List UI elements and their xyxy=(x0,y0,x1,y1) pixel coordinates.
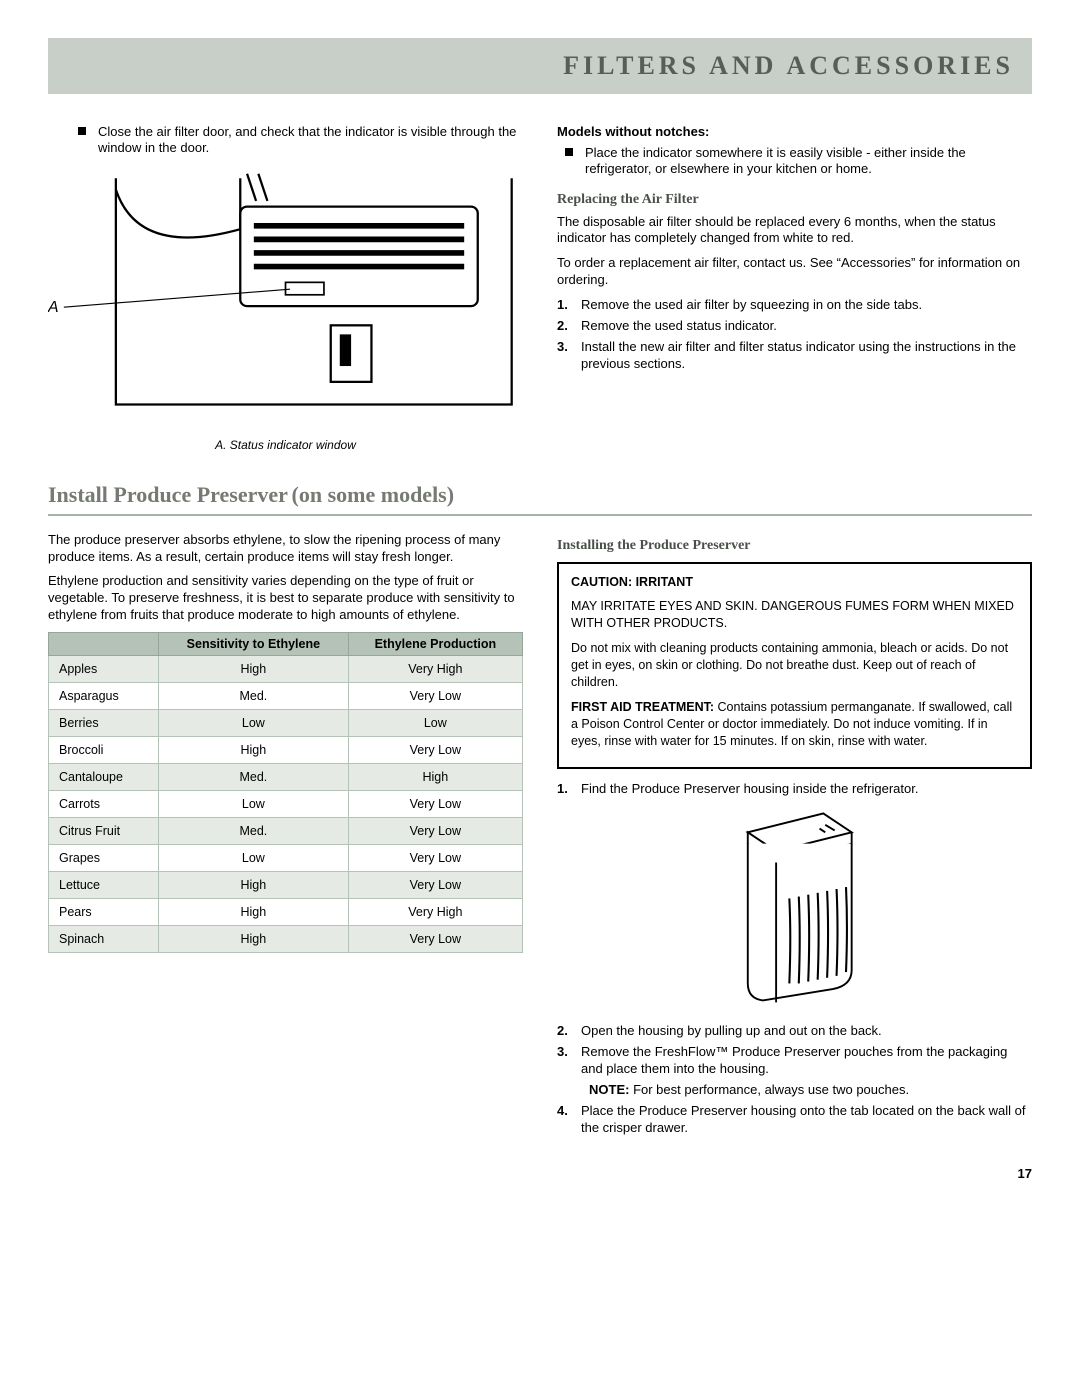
th-production: Ethylene Production xyxy=(348,633,522,656)
section-install-preserver-title-row: Install Produce Preserver (on some model… xyxy=(48,482,1032,516)
header-bar: FILTERS AND ACCESSORIES xyxy=(48,38,1032,94)
cell-production: Very Low xyxy=(348,791,522,818)
preserver-p2: Ethylene production and sensitivity vari… xyxy=(48,573,523,624)
install-step-2: 2.Open the housing by pulling up and out… xyxy=(557,1023,1032,1040)
cell-produce: Grapes xyxy=(49,845,159,872)
diagram-label-a: A xyxy=(48,298,59,315)
section-title-main: Install Produce Preserver xyxy=(48,482,288,507)
cell-sensitivity: High xyxy=(159,926,349,953)
cell-production: High xyxy=(348,764,522,791)
install-note: NOTE: For best performance, always use t… xyxy=(557,1082,1032,1099)
table-row: BroccoliHighVery Low xyxy=(49,737,523,764)
cell-production: Very High xyxy=(348,656,522,683)
cell-production: Low xyxy=(348,710,522,737)
cell-production: Very Low xyxy=(348,818,522,845)
preserver-housing-diagram xyxy=(557,804,1032,1015)
section2-body: The produce preserver absorbs ethylene, … xyxy=(48,532,1032,1141)
cell-produce: Carrots xyxy=(49,791,159,818)
th-blank xyxy=(49,633,159,656)
install-step-1: 1.Find the Produce Preserver housing ins… xyxy=(557,781,1032,798)
table-row: ApplesHighVery High xyxy=(49,656,523,683)
cell-sensitivity: Med. xyxy=(159,764,349,791)
top-right-col: Models without notches: Place the indica… xyxy=(557,124,1032,452)
cell-production: Very Low xyxy=(348,683,522,710)
cell-produce: Citrus Fruit xyxy=(49,818,159,845)
cell-sensitivity: High xyxy=(159,737,349,764)
diagram-caption: A. Status indicator window xyxy=(48,438,523,452)
replace-step-3: 3.Install the new air filter and filter … xyxy=(557,339,1032,373)
install-step-4: 4.Place the Produce Preserver housing on… xyxy=(557,1103,1032,1137)
cell-produce: Broccoli xyxy=(49,737,159,764)
cell-sensitivity: Low xyxy=(159,791,349,818)
bullet-close-door: Close the air filter door, and check tha… xyxy=(48,124,523,157)
section2-right: Installing the Produce Preserver CAUTION… xyxy=(557,532,1032,1141)
caution-title: CAUTION: IRRITANT xyxy=(571,575,693,589)
cell-produce: Cantaloupe xyxy=(49,764,159,791)
bullet-text: Place the indicator somewhere it is easi… xyxy=(585,145,1032,178)
replace-step-1: 1.Remove the used air filter by squeezin… xyxy=(557,297,1032,314)
cell-sensitivity: High xyxy=(159,872,349,899)
replacing-p1: The disposable air filter should be repl… xyxy=(557,214,1032,248)
section2-left: The produce preserver absorbs ethylene, … xyxy=(48,532,523,1141)
cell-produce: Asparagus xyxy=(49,683,159,710)
table-row: GrapesLowVery Low xyxy=(49,845,523,872)
table-row: CarrotsLowVery Low xyxy=(49,791,523,818)
table-row: PearsHighVery High xyxy=(49,899,523,926)
cell-produce: Apples xyxy=(49,656,159,683)
page-number: 17 xyxy=(48,1166,1032,1181)
preserver-p1: The produce preserver absorbs ethylene, … xyxy=(48,532,523,566)
table-body: ApplesHighVery HighAsparagusMed.Very Low… xyxy=(49,656,523,953)
table-head: Sensitivity to Ethylene Ethylene Product… xyxy=(49,633,523,656)
top-section: Close the air filter door, and check tha… xyxy=(48,124,1032,452)
cell-production: Very Low xyxy=(348,872,522,899)
th-sensitivity: Sensitivity to Ethylene xyxy=(159,633,349,656)
table-row: SpinachHighVery Low xyxy=(49,926,523,953)
ethylene-table: Sensitivity to Ethylene Ethylene Product… xyxy=(48,632,523,953)
cell-sensitivity: Med. xyxy=(159,818,349,845)
replacing-p2: To order a replacement air filter, conta… xyxy=(557,255,1032,289)
table-row: LettuceHighVery Low xyxy=(49,872,523,899)
cell-sensitivity: High xyxy=(159,656,349,683)
cell-sensitivity: High xyxy=(159,899,349,926)
bullet-text: Close the air filter door, and check tha… xyxy=(98,124,523,157)
page-header-title: FILTERS AND ACCESSORIES xyxy=(563,38,1014,94)
installing-preserver-heading: Installing the Produce Preserver xyxy=(557,538,1032,554)
replace-step-2: 2.Remove the used status indicator. xyxy=(557,318,1032,335)
square-bullet-icon xyxy=(565,148,573,156)
models-without-notches-heading: Models without notches: xyxy=(557,124,1032,139)
caution-p2: Do not mix with cleaning products contai… xyxy=(571,640,1018,691)
cell-sensitivity: Low xyxy=(159,845,349,872)
bullet-place-indicator: Place the indicator somewhere it is easi… xyxy=(557,145,1032,178)
cell-production: Very Low xyxy=(348,737,522,764)
table-row: CantaloupeMed.High xyxy=(49,764,523,791)
top-left-col: Close the air filter door, and check tha… xyxy=(48,124,523,452)
table-row: Citrus FruitMed.Very Low xyxy=(49,818,523,845)
caution-p1: MAY IRRITATE EYES AND SKIN. DANGEROUS FU… xyxy=(571,598,1018,632)
cell-produce: Lettuce xyxy=(49,872,159,899)
housing-svg xyxy=(710,804,880,1012)
cell-production: Very Low xyxy=(348,926,522,953)
square-bullet-icon xyxy=(78,127,86,135)
install-step-3: 3.Remove the FreshFlow™ Produce Preserve… xyxy=(557,1044,1032,1078)
table-row: AsparagusMed.Very Low xyxy=(49,683,523,710)
cell-production: Very High xyxy=(348,899,522,926)
replacing-air-filter-heading: Replacing the Air Filter xyxy=(557,192,1032,208)
air-filter-svg: A xyxy=(48,167,523,427)
table-row: BerriesLowLow xyxy=(49,710,523,737)
cell-production: Very Low xyxy=(348,845,522,872)
cell-produce: Berries xyxy=(49,710,159,737)
cell-produce: Pears xyxy=(49,899,159,926)
air-filter-diagram: A xyxy=(48,167,523,430)
cell-produce: Spinach xyxy=(49,926,159,953)
cell-sensitivity: Low xyxy=(159,710,349,737)
caution-box: CAUTION: IRRITANT MAY IRRITATE EYES AND … xyxy=(557,562,1032,770)
cell-sensitivity: Med. xyxy=(159,683,349,710)
caution-p3: FIRST AID TREATMENT: Contains potassium … xyxy=(571,699,1018,750)
section-title-sub: (on some models) xyxy=(292,482,455,507)
